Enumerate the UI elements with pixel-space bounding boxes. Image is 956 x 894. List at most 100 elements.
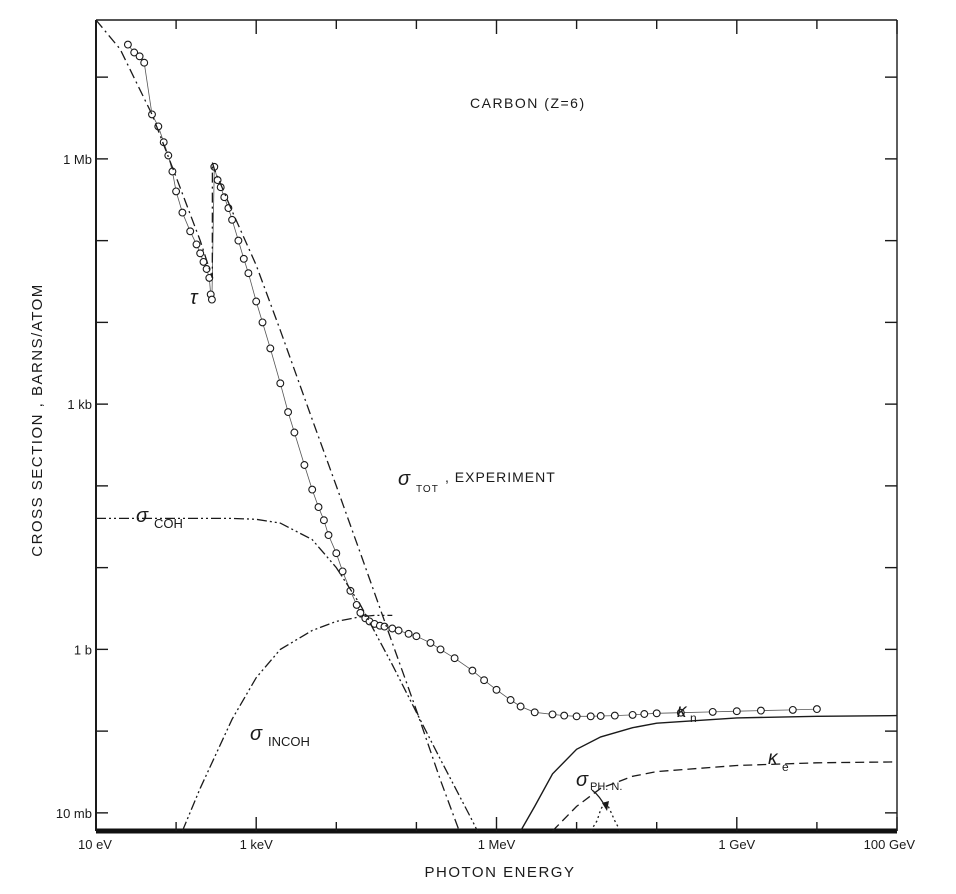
data-point [228, 215, 237, 224]
data-point [640, 710, 649, 718]
sigma-incoh-label: σ [250, 723, 263, 745]
data-point [788, 705, 797, 714]
data-point [506, 696, 515, 704]
label-layer: CARBON (Z=6) PHOTON ENERGY CROSS SECTION… [29, 95, 789, 881]
data-point [192, 240, 201, 249]
series-group [96, 20, 460, 831]
series-line [519, 714, 897, 831]
data-point [266, 344, 275, 353]
data-point [610, 711, 619, 720]
data-point [652, 709, 661, 718]
kappa-n-subscript: n [690, 711, 697, 725]
data-point [516, 702, 525, 711]
data-point [450, 654, 459, 663]
y-tick-label: 1 b [74, 642, 92, 657]
data-point [319, 516, 328, 525]
data-point [708, 707, 717, 716]
y-tick-label: 10 mb [56, 806, 92, 821]
kappa-n-label: κ [677, 701, 688, 722]
sigma-coh-label: σ [136, 505, 149, 527]
x-tick-label: 1 MeV [478, 837, 516, 852]
data-point [572, 712, 581, 721]
kappa-e-label: κ [768, 748, 779, 769]
sigma-coh-subscript: COH [154, 516, 183, 531]
series-line [96, 517, 479, 831]
data-point [332, 549, 341, 558]
data-point [135, 52, 144, 61]
x-tick-label: 10 eV [78, 837, 112, 852]
series-group [96, 517, 479, 831]
data-point [239, 254, 248, 263]
series-layer [96, 20, 897, 831]
data-point [436, 645, 445, 654]
data-point [404, 629, 413, 638]
sigma-phn-label: σ [576, 769, 589, 791]
series-line [181, 614, 393, 831]
data-point [186, 227, 195, 236]
tau-label: τ [190, 287, 199, 309]
sigma-tot-subscript: TOT [416, 484, 439, 495]
data-point [560, 711, 569, 720]
data-point [207, 295, 216, 304]
series-line [96, 20, 460, 831]
data-point [148, 110, 156, 119]
data-point [394, 626, 403, 635]
sigma-tot-label: σ [398, 468, 411, 490]
data-point [346, 586, 355, 595]
data-point [732, 707, 741, 716]
series-group [552, 761, 897, 831]
sigma-phn-arrowhead [602, 801, 609, 811]
x-tick-label: 1 GeV [718, 837, 755, 852]
data-point [426, 638, 435, 647]
series-group [181, 614, 393, 831]
x-axis-label: PHOTON ENERGY [425, 864, 576, 881]
data-point [234, 236, 243, 245]
kappa-e-subscript: e [782, 760, 789, 774]
data-point [308, 485, 317, 494]
sigma-incoh-subscript: INCOH [268, 734, 310, 749]
sigma-phn-subscript: PH. N. [590, 781, 622, 793]
data-point [586, 712, 595, 721]
data-point [276, 379, 285, 388]
data-point [290, 428, 299, 437]
data-point [492, 685, 501, 694]
data-point [628, 710, 637, 719]
tick-marks: 10 eV 1 keV 1 MeV 1 GeV 100 GeV 10 mb 1 b 1 kb 1… [56, 20, 915, 852]
sigma-tot-suffix: , EXPERIMENT [445, 469, 556, 485]
data-point [130, 48, 139, 57]
chart-title: CARBON (Z=6) [470, 95, 586, 111]
data-point [140, 58, 149, 67]
data-point [324, 531, 333, 540]
y-tick-label: 1 Mb [63, 152, 92, 167]
data-point [220, 193, 229, 202]
data-point [812, 705, 821, 714]
data-point [178, 208, 187, 217]
data-point [548, 710, 557, 719]
series-line [590, 799, 621, 831]
series-group [590, 799, 621, 831]
data-point [412, 632, 421, 641]
y-axis-label: CROSS SECTION , BARNS/ATOM [29, 283, 46, 556]
data-point [123, 40, 132, 49]
data-point [756, 706, 765, 715]
x-tick-label: 1 keV [240, 837, 274, 852]
series-line [552, 761, 897, 831]
data-point [338, 567, 347, 576]
series-group [519, 714, 897, 831]
data-point [468, 666, 477, 675]
data-point [252, 297, 261, 306]
data-point [258, 318, 267, 327]
data-point [596, 712, 605, 720]
data-point [244, 269, 253, 278]
y-tick-label: 1 kb [67, 397, 92, 412]
data-point [480, 676, 489, 685]
data-point [676, 708, 685, 717]
data-point [530, 708, 539, 717]
data-point [284, 408, 293, 417]
data-point [314, 503, 323, 512]
data-point [172, 187, 181, 196]
x-tick-label: 100 GeV [864, 837, 916, 852]
data-point [196, 249, 205, 258]
